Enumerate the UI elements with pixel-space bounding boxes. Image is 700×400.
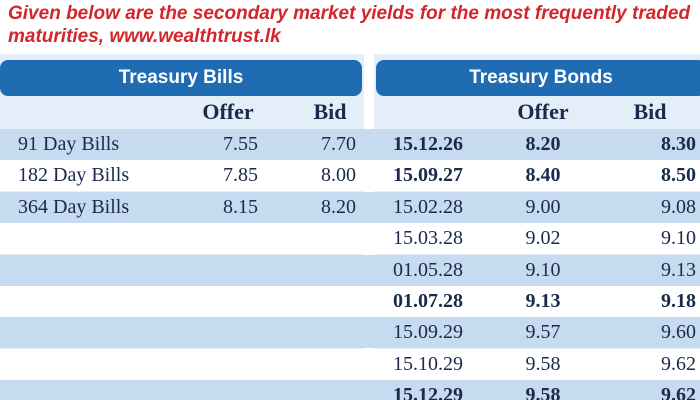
column-header: Bid (633, 99, 667, 124)
bill-offer: 7.55 (223, 133, 258, 155)
bond-offer: 9.10 (525, 258, 561, 281)
row-background (0, 317, 700, 349)
caption: Given below are the secondary market yie… (8, 3, 691, 47)
column-header: Offer (202, 99, 254, 124)
row-background (0, 254, 700, 286)
bond-offer: 8.20 (525, 133, 561, 155)
bill-name: 91 Day Bills (18, 133, 120, 155)
bond-bid: 9.62 (661, 352, 696, 375)
bond-maturity: 15.12.26 (393, 133, 463, 155)
row-background (0, 191, 700, 223)
bill-bid: 8.00 (321, 164, 356, 187)
bond-bid: 9.13 (661, 258, 696, 281)
bond-maturity: 15.10.29 (393, 352, 463, 375)
bond-maturity: 15.09.29 (393, 321, 463, 344)
bill-bid: 7.70 (321, 133, 356, 155)
bond-maturity: 15.02.28 (393, 195, 463, 218)
column-header: Bid (313, 99, 347, 124)
bills-header: Treasury Bills (0, 60, 362, 96)
bond-bid: 8.30 (661, 133, 696, 155)
bond-offer: 9.02 (525, 227, 561, 250)
bond-bid: 9.18 (661, 290, 696, 312)
bonds-header: Treasury Bonds (376, 60, 700, 96)
bill-bid: 8.20 (321, 195, 356, 218)
bond-bid: 8.50 (661, 164, 696, 187)
row-background (0, 160, 700, 192)
bill-name: 182 Day Bills (18, 164, 130, 187)
row-background (0, 223, 700, 255)
row-background (0, 129, 700, 160)
bill-name: 364 Day Bills (18, 195, 130, 218)
row-background (0, 380, 700, 400)
bond-bid: 9.08 (661, 195, 696, 218)
bond-maturity: 15.03.28 (393, 227, 463, 250)
bond-offer: 9.58 (525, 384, 561, 400)
bond-maturity: 15.09.27 (393, 164, 463, 187)
bond-bid: 9.10 (661, 227, 696, 250)
bill-offer: 7.85 (223, 164, 258, 187)
bond-offer: 9.58 (525, 352, 561, 375)
row-background (0, 348, 700, 380)
bond-maturity: 01.05.28 (393, 258, 463, 281)
bond-offer: 8.40 (525, 164, 561, 187)
bond-bid: 9.62 (661, 384, 696, 400)
bond-offer: 9.57 (525, 321, 561, 344)
row-background (0, 286, 700, 317)
column-header: Offer (517, 99, 569, 124)
bond-bid: 9.60 (661, 321, 696, 344)
bond-offer: 9.00 (525, 195, 561, 218)
bond-maturity: 01.07.28 (393, 290, 463, 312)
bill-offer: 8.15 (223, 195, 258, 218)
bond-maturity: 15.12.29 (393, 384, 463, 400)
bond-offer: 9.13 (525, 290, 561, 312)
